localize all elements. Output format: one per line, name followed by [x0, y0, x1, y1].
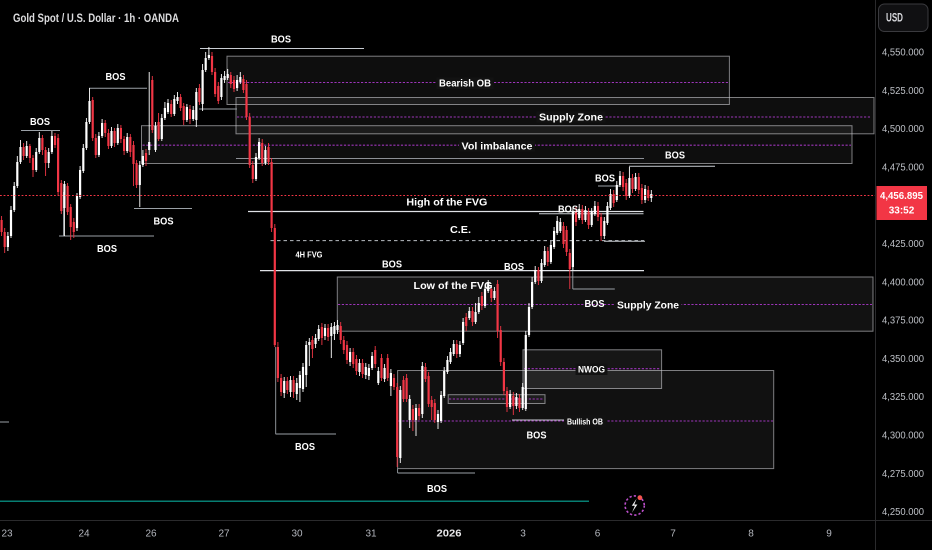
svg-text:4,456.895: 4,456.895: [880, 191, 923, 202]
svg-text:6: 6: [595, 529, 601, 540]
svg-text:BOS: BOS: [271, 34, 291, 46]
svg-text:8: 8: [748, 529, 754, 540]
svg-text:4,500.000: 4,500.000: [882, 124, 924, 135]
svg-text:4,550.000: 4,550.000: [882, 48, 924, 59]
svg-text:BOS: BOS: [427, 483, 447, 495]
svg-text:4,375.000: 4,375.000: [882, 316, 924, 327]
svg-text:BOS: BOS: [382, 259, 402, 271]
svg-text:4,325.000: 4,325.000: [882, 392, 924, 403]
svg-text:4,475.000: 4,475.000: [882, 162, 924, 173]
svg-text:31: 31: [365, 529, 377, 540]
svg-text:BOS: BOS: [106, 71, 126, 83]
svg-text:Bearish OB: Bearish OB: [439, 79, 491, 90]
svg-text:USD: USD: [886, 13, 903, 25]
svg-text:C.E.: C.E.: [450, 224, 471, 236]
svg-text:4H FVG: 4H FVG: [296, 251, 323, 260]
svg-text:4,525.000: 4,525.000: [882, 86, 924, 97]
svg-text:33:52: 33:52: [889, 206, 915, 217]
svg-text:BOS: BOS: [154, 216, 174, 228]
svg-text:4,300.000: 4,300.000: [882, 431, 924, 442]
svg-text:High of the FVG: High of the FVG: [406, 196, 487, 208]
svg-text:7: 7: [670, 529, 676, 540]
svg-text:BOS: BOS: [665, 150, 685, 162]
svg-text:NWOG: NWOG: [578, 365, 605, 375]
svg-text:23: 23: [1, 529, 13, 540]
svg-text:BOS: BOS: [504, 261, 524, 273]
svg-text:24: 24: [78, 529, 90, 540]
svg-text:Vol imbalance: Vol imbalance: [462, 140, 533, 152]
svg-text:Bullish OB: Bullish OB: [567, 418, 603, 427]
svg-text:BOS: BOS: [585, 298, 605, 310]
svg-text:Supply Zone: Supply Zone: [539, 111, 603, 123]
svg-text:BOS: BOS: [595, 173, 615, 185]
svg-text:3: 3: [520, 529, 526, 540]
svg-text:27: 27: [218, 529, 230, 540]
svg-text:4,400.000: 4,400.000: [882, 277, 924, 288]
svg-text:4,350.000: 4,350.000: [882, 354, 924, 365]
svg-text:Gold Spot / U.S. Dollar · 1h ·: Gold Spot / U.S. Dollar · 1h · OANDA: [13, 11, 179, 25]
svg-text:9: 9: [826, 529, 832, 540]
svg-text:4,425.000: 4,425.000: [882, 239, 924, 250]
svg-text:Low of the FVG: Low of the FVG: [414, 280, 493, 292]
svg-text:BOS: BOS: [527, 430, 547, 442]
svg-text:2026: 2026: [437, 529, 462, 540]
svg-text:30: 30: [291, 529, 303, 540]
svg-text:BOS: BOS: [295, 441, 315, 453]
svg-text:4,275.000: 4,275.000: [882, 469, 924, 480]
svg-text:4,250.000: 4,250.000: [882, 507, 924, 518]
svg-text:BOS: BOS: [558, 204, 578, 216]
svg-text:BOS: BOS: [97, 243, 117, 255]
svg-text:26: 26: [145, 529, 157, 540]
svg-text:Supply Zone: Supply Zone: [617, 300, 679, 312]
svg-text:BOS: BOS: [30, 116, 50, 128]
